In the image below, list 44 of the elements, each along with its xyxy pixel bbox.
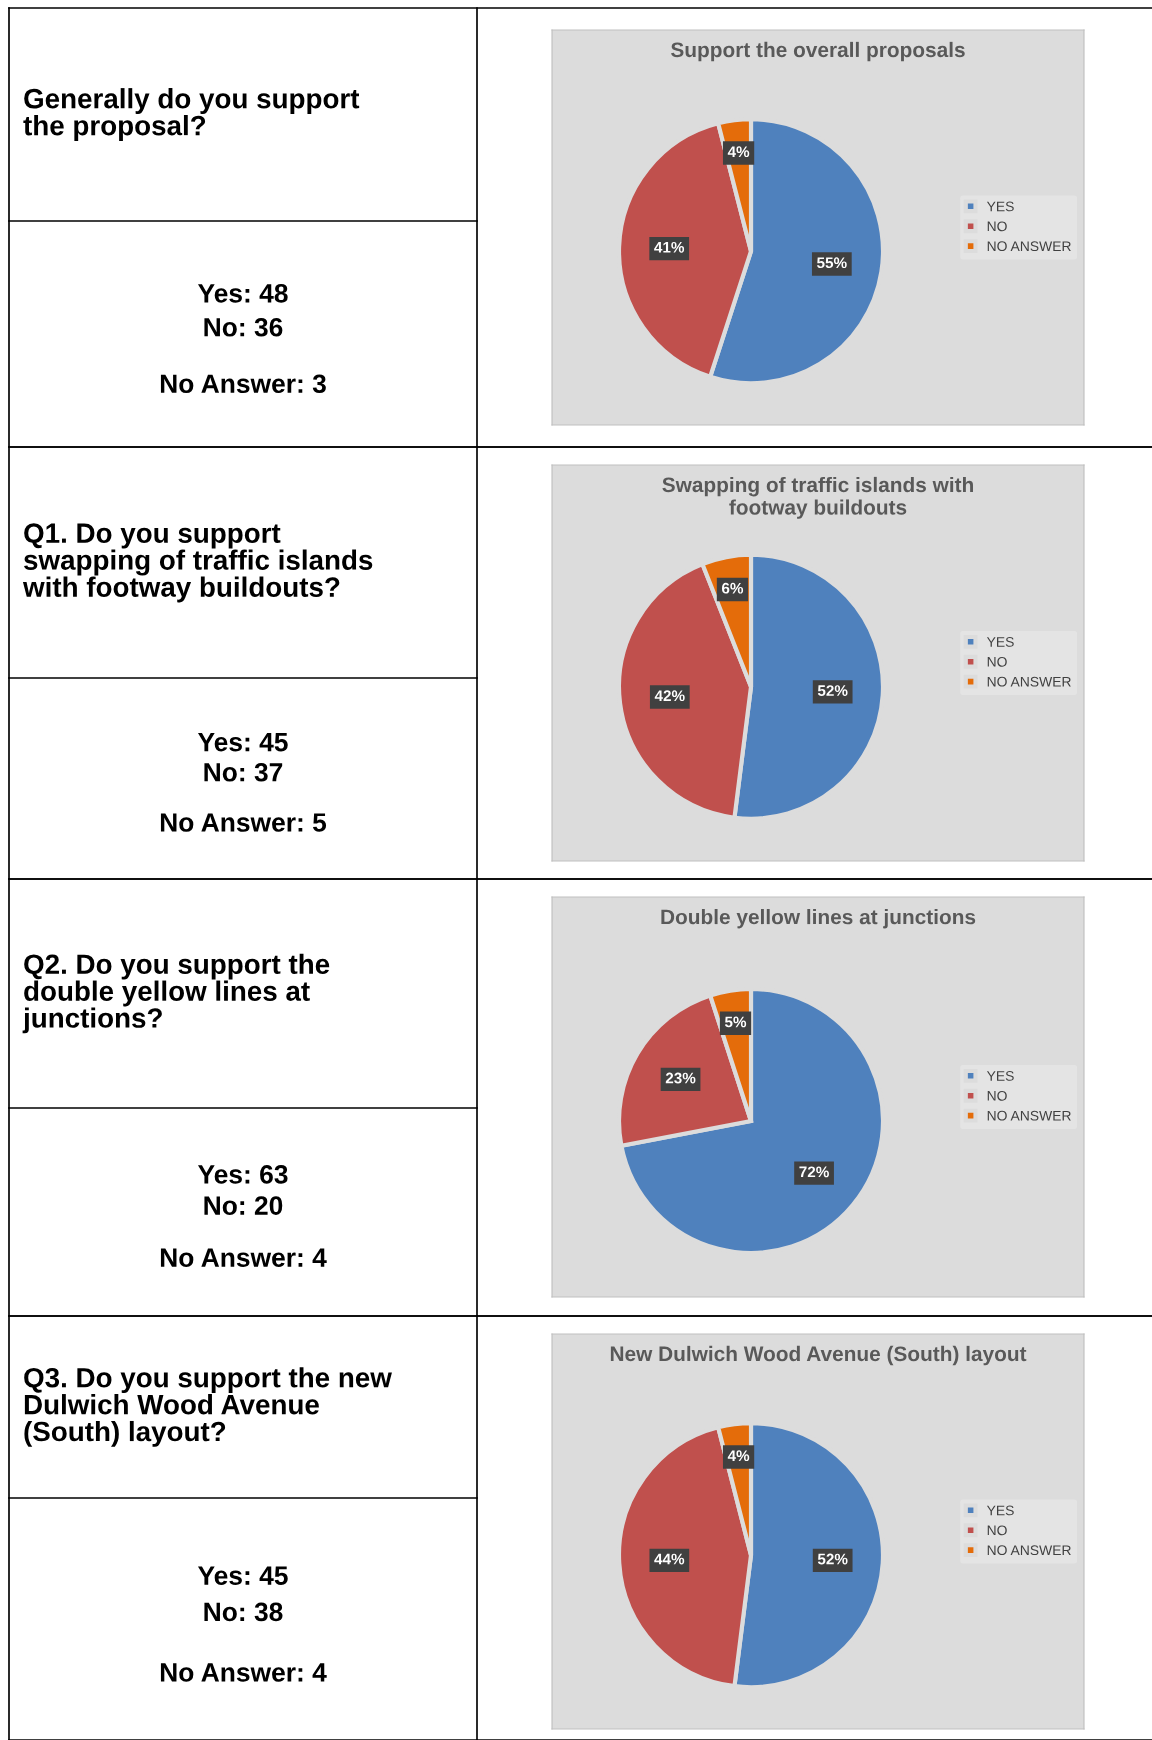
legend-label: NO — [987, 1090, 1007, 1101]
legend-label: YES — [986, 1071, 1014, 1081]
data-label: 52% — [817, 1553, 848, 1565]
legend-label: NO ANSWER — [987, 676, 1071, 687]
text: No: 20 — [204, 1196, 283, 1215]
data-label: 55% — [817, 257, 847, 269]
text: No Answer: 4 — [160, 1663, 327, 1682]
data-label: 4% — [727, 146, 750, 158]
data-label: 5% — [724, 1016, 747, 1028]
legend-label: NO ANSWER — [987, 1110, 1071, 1121]
text: No: 38 — [204, 1602, 283, 1622]
legend-label: NO — [987, 221, 1007, 232]
chart-title: Support the overall proposals — [671, 41, 965, 62]
text: Generally do you support the proposal? — [23, 88, 360, 141]
text: Yes: 45 — [197, 733, 288, 752]
data-label: 72% — [799, 1166, 829, 1178]
chart-title: New Dulwich Wood Avenue (South) layout — [610, 1345, 1027, 1366]
data-label: 23% — [665, 1072, 696, 1084]
text: Q3. Do you support the new Dulwich Wood Avenue (South) layout? — [24, 1367, 392, 1447]
legend-label: YES — [986, 637, 1014, 647]
legend-label: NO — [987, 656, 1007, 667]
text: Yes: 63 — [197, 1165, 288, 1184]
data-label: 6% — [721, 582, 744, 594]
text: No Answer: 3 — [160, 374, 326, 394]
data-label: 42% — [654, 690, 685, 702]
legend-label: NO — [987, 1525, 1007, 1536]
text: No Answer: 4 — [160, 1248, 327, 1267]
text: No: 36 — [204, 317, 283, 337]
legend-label: NO ANSWER — [987, 1545, 1071, 1556]
text: Yes: 48 — [197, 283, 288, 303]
chart-title: Swapping of traffic islands with footway buildouts — [662, 476, 973, 519]
data-label: 4% — [727, 1450, 750, 1462]
text: No Answer: 5 — [160, 813, 327, 832]
legend-label: YES — [986, 1505, 1014, 1516]
legend-label: NO ANSWER — [987, 241, 1071, 252]
text: Q1. Do you support swapping of traffic islands with footway buildouts? — [22, 523, 373, 603]
text: Q2. Do you support the double yellow lines at junctions? — [22, 953, 330, 1034]
text: No: 37 — [204, 762, 283, 782]
data-label: 44% — [654, 1553, 685, 1565]
chart-title: Double yellow lines at junctions — [661, 909, 976, 929]
legend-label: YES — [986, 201, 1014, 212]
data-label: 41% — [654, 241, 685, 253]
text: Yes: 45 — [197, 1566, 288, 1585]
data-label: 52% — [817, 685, 848, 696]
